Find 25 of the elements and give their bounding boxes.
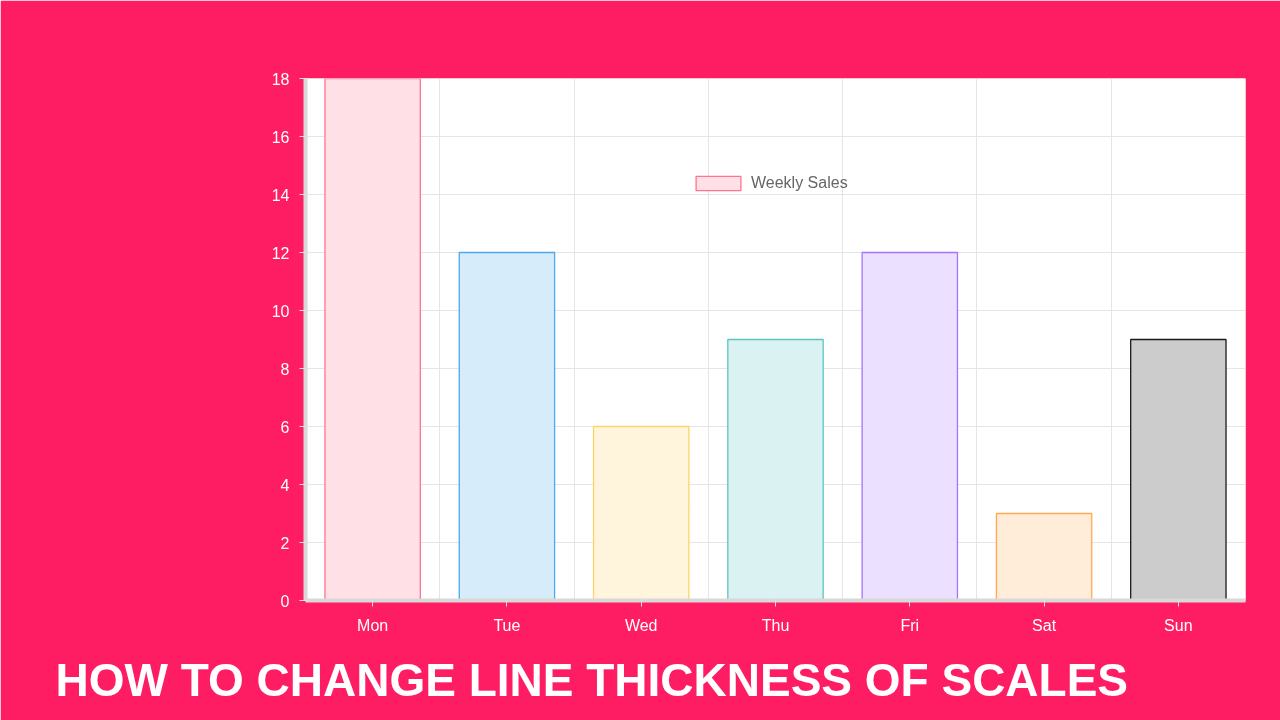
y-tick-label: 16 — [271, 128, 290, 146]
bar — [861, 251, 959, 601]
y-tick-label: 12 — [271, 244, 290, 262]
y-tick-label: 2 — [280, 534, 290, 552]
x-tick-label: Mon — [357, 616, 389, 634]
bar — [592, 425, 690, 601]
y-tick-label: 6 — [280, 418, 290, 436]
legend-label: Weekly Sales — [751, 174, 848, 192]
bar — [324, 78, 421, 601]
y-tick-label: 8 — [280, 360, 290, 378]
y-tick-label: 4 — [280, 476, 290, 494]
x-tick-label: Sun — [1164, 616, 1193, 634]
x-tick-label: Fri — [900, 616, 920, 634]
y-tick-label: 14 — [271, 186, 290, 204]
x-tick-label: Tue — [493, 616, 521, 634]
x-tick-label: Wed — [624, 616, 658, 634]
bar — [995, 512, 1093, 601]
bar — [458, 251, 556, 601]
y-tick-label: 18 — [271, 70, 290, 88]
x-tick-label: Thu — [761, 616, 790, 634]
text: HOW TO CHANGE LINE THICKNESS OF SCALES — [55, 653, 1129, 706]
y-tick-label: 10 — [271, 302, 290, 320]
x-tick-label: Sat — [1032, 616, 1057, 634]
bar — [727, 338, 824, 601]
y-tick-label: 0 — [280, 592, 290, 610]
